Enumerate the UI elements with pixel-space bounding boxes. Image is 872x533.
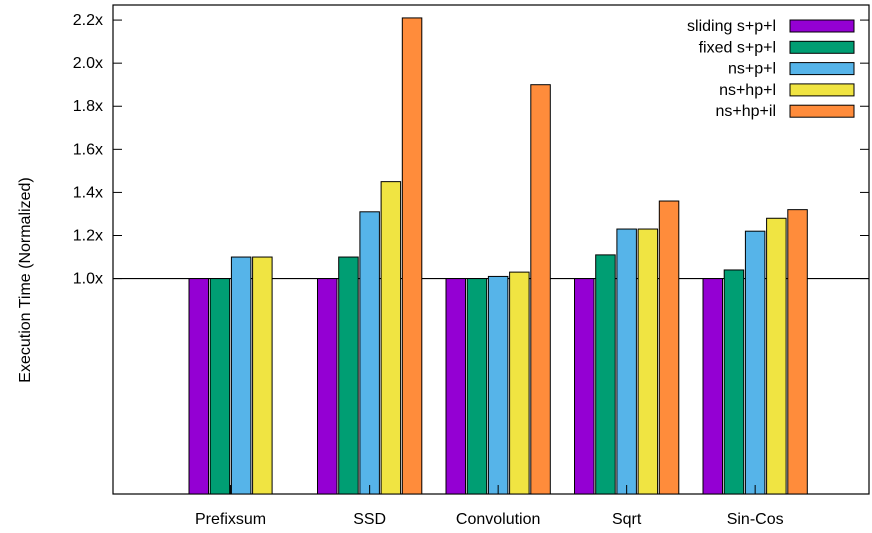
y-tick-label: 2.2x bbox=[73, 12, 103, 29]
bar bbox=[466, 278, 488, 495]
bar bbox=[530, 84, 551, 495]
x-tick-label: Convolution bbox=[456, 511, 541, 528]
bar bbox=[230, 256, 252, 495]
x-tick-label: SSD bbox=[353, 511, 386, 528]
bar bbox=[509, 271, 530, 495]
bar bbox=[252, 256, 273, 495]
bar bbox=[744, 230, 766, 495]
y-axis-title: Execution Time (Normalized) bbox=[17, 177, 34, 382]
y-tick-label: 1.8x bbox=[73, 98, 103, 115]
bar bbox=[766, 217, 787, 495]
legend-label: ns+hp+il bbox=[716, 103, 777, 120]
bar bbox=[574, 278, 595, 495]
bar bbox=[658, 200, 680, 495]
bar bbox=[595, 254, 616, 495]
legend-label: ns+p+l bbox=[728, 61, 776, 78]
legend-label: fixed s+p+l bbox=[699, 39, 776, 56]
legend-label: sliding s+p+l bbox=[687, 18, 776, 35]
bar bbox=[359, 211, 380, 495]
bar bbox=[188, 278, 209, 495]
bar bbox=[487, 275, 509, 495]
bar bbox=[616, 228, 637, 495]
legend-swatch bbox=[789, 104, 855, 118]
bars bbox=[188, 17, 808, 495]
legend-label: ns+hp+l bbox=[719, 82, 776, 99]
legend-swatch bbox=[789, 83, 855, 97]
legend-swatch bbox=[789, 40, 855, 54]
legend: sliding s+p+l fixed s+p+l ns+p+l ns+hp+l ns+… bbox=[687, 18, 855, 120]
bar bbox=[401, 17, 423, 495]
bar bbox=[317, 278, 338, 495]
bar bbox=[380, 181, 402, 495]
bar bbox=[338, 256, 359, 495]
y-tick-label: 1.6x bbox=[73, 141, 103, 158]
bar bbox=[702, 278, 723, 495]
y-tick-label: 1.4x bbox=[73, 184, 103, 201]
bar bbox=[787, 209, 808, 495]
x-tick-label: Prefixsum bbox=[195, 511, 266, 528]
bar bbox=[445, 278, 466, 495]
x-tick-label: Sqrt bbox=[612, 511, 642, 528]
x-tick-label: Sin-Cos bbox=[727, 511, 784, 528]
bar bbox=[637, 228, 659, 495]
y-tick-label: 1.2x bbox=[73, 227, 103, 244]
y-tick-label: 2.0x bbox=[73, 55, 103, 72]
bar bbox=[723, 269, 745, 495]
legend-swatch bbox=[789, 19, 855, 33]
y-tick-label: 1.0x bbox=[73, 271, 103, 288]
bar bbox=[209, 278, 231, 495]
y-axis: 1.0x 1.2x 1.4x 1.6x 1.8x 2.0x 2.2x bbox=[73, 12, 869, 288]
legend-swatch bbox=[789, 62, 855, 76]
x-axis: Prefixsum SSD Convolution Sqrt Sin-Cos bbox=[195, 485, 784, 528]
